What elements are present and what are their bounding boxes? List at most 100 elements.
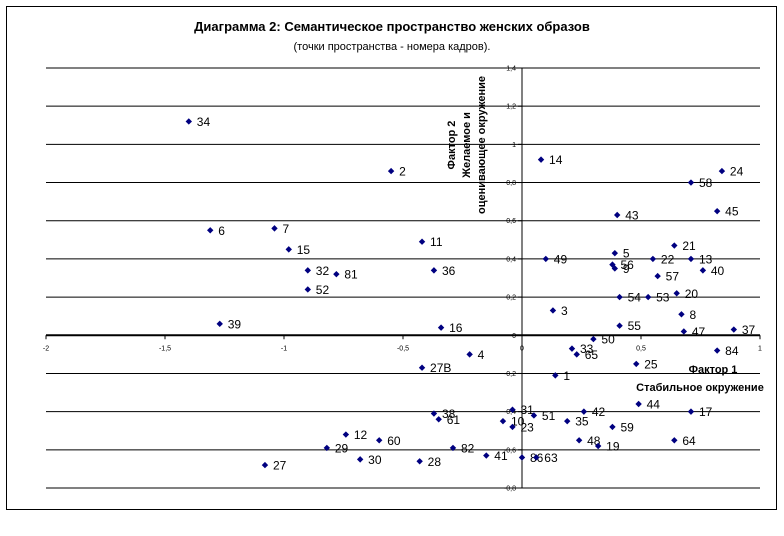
data-point-label: 43 — [625, 209, 639, 223]
data-point-label: 4 — [478, 348, 485, 362]
x-axis-title-line: Стабильное окружение — [636, 382, 764, 394]
y-axis-title-line: Желаемое и — [461, 112, 473, 179]
data-point — [418, 238, 426, 245]
data-point-label: 9 — [623, 262, 630, 276]
y-tick-label: -0,2 — [504, 371, 516, 378]
data-point — [185, 118, 192, 125]
data-point-label: 84 — [725, 344, 739, 358]
data-point — [699, 267, 707, 274]
data-point-label: 39 — [228, 317, 242, 331]
x-tick-label: -1 — [281, 345, 287, 352]
x-axis-ticks: -2 -1,5 -1 -0,5 0 0,5 1 — [43, 335, 762, 352]
data-point — [678, 311, 685, 318]
y-tick-label: 1,2 — [506, 104, 516, 111]
y-axis-title: Фактор 2 Желаемое и оценивающее окружение — [446, 76, 488, 214]
y-tick-label: -0,4 — [504, 409, 516, 416]
data-point-label: 32 — [316, 264, 330, 278]
data-point-label: 8 — [689, 308, 696, 322]
data-point-label: 5 — [623, 247, 630, 261]
axes — [46, 68, 760, 488]
y-tick-label: 0 — [512, 333, 516, 340]
data-point-label: 17 — [699, 405, 713, 419]
data-point-label: 23 — [520, 420, 534, 434]
data-point — [609, 423, 616, 431]
data-point — [616, 293, 623, 301]
data-point-label: 81 — [344, 268, 358, 282]
data-point — [590, 335, 597, 343]
data-point — [687, 408, 695, 415]
data-point — [594, 442, 602, 450]
data-point-label: 6 — [218, 224, 225, 238]
data-point — [449, 444, 457, 452]
x-axis-title-line: Фактор 1 — [689, 364, 738, 376]
data-point — [687, 255, 695, 263]
chart-title: Диаграмма 2: Семантическое пространство … — [194, 19, 590, 34]
data-point — [635, 400, 642, 408]
y-tick-label: 0,4 — [506, 256, 516, 263]
data-point — [271, 225, 278, 232]
y-axis-title-line: оценивающее окружение — [476, 76, 488, 214]
data-point-label: 12 — [354, 428, 368, 442]
data-point — [580, 408, 588, 415]
x-axis-title: Фактор 1 Стабильное окружение — [636, 364, 764, 394]
data-point-label: 34 — [197, 115, 211, 129]
data-point-label: 45 — [725, 205, 739, 219]
data-point-label: 27В — [430, 361, 451, 375]
data-point-label: 11 — [430, 235, 443, 249]
data-point-label: 20 — [685, 287, 699, 301]
y-tick-label: -0,6 — [504, 447, 516, 454]
data-point — [285, 246, 292, 253]
data-point — [552, 372, 559, 379]
y-axis-title-line: Фактор 2 — [446, 121, 458, 170]
data-point-label: 52 — [316, 283, 330, 297]
data-point — [616, 322, 623, 329]
y-tick-label: 0,8 — [506, 180, 516, 187]
data-point-label: 63 — [544, 451, 558, 465]
data-point-label: 42 — [592, 405, 606, 419]
data-point — [614, 211, 621, 219]
data-point — [387, 167, 395, 175]
data-point-label: 41 — [494, 449, 508, 463]
data-point — [430, 267, 438, 274]
data-point — [418, 364, 426, 371]
data-point — [564, 417, 571, 425]
data-point — [575, 437, 583, 444]
data-point — [509, 406, 516, 413]
data-point-label: 28 — [428, 455, 442, 469]
data-point — [568, 345, 576, 352]
data-point — [533, 454, 540, 461]
data-point-label: 57 — [666, 270, 680, 284]
data-point-label: 53 — [656, 291, 670, 305]
data-point-label: 49 — [554, 252, 568, 266]
data-point-label: 22 — [661, 252, 675, 266]
data-point-label: 50 — [601, 333, 615, 347]
gridlines — [46, 67, 760, 489]
data-point-label: 1 — [563, 369, 570, 383]
data-point-label: 36 — [442, 264, 456, 278]
data-point-label: 2 — [399, 165, 406, 179]
data-point-label: 31 — [520, 403, 534, 417]
y-tick-label: -0,8 — [504, 486, 516, 493]
data-point — [435, 416, 442, 423]
data-point — [649, 255, 657, 263]
data-point-label: 58 — [699, 176, 713, 190]
data-point-label: 25 — [644, 357, 658, 371]
data-point-label: 30 — [368, 453, 382, 467]
data-point — [609, 261, 616, 268]
x-tick-label: 1 — [758, 345, 762, 352]
data-point — [713, 347, 721, 354]
data-point-label: 47 — [692, 325, 706, 339]
data-point — [671, 437, 678, 444]
data-point — [207, 227, 214, 234]
data-point — [537, 156, 545, 163]
data-point — [549, 307, 557, 314]
data-point — [483, 452, 490, 459]
data-point-label: 65 — [585, 348, 599, 362]
data-point-label: 24 — [730, 165, 744, 179]
data-point-label: 64 — [682, 434, 696, 448]
x-tick-label: 0 — [520, 345, 524, 352]
data-point-label: 38 — [442, 407, 456, 421]
y-tick-label: 1,4 — [506, 66, 516, 73]
